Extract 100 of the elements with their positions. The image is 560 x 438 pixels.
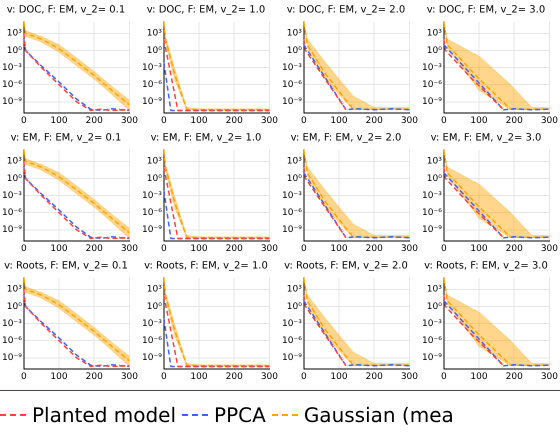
line-series — [444, 44, 550, 111]
y-tick-label: 10⁰ — [6, 174, 22, 184]
y-tick-label: 10⁻³ — [422, 190, 442, 201]
x-tick-label: 100 — [470, 116, 488, 126]
x-tick-label: 200 — [366, 372, 384, 382]
x-tick-label: 200 — [86, 372, 104, 382]
chart-title: v: DOC, F: EM, v_2= 3.0 — [426, 4, 546, 16]
y-tick-label: 10⁻³ — [282, 190, 302, 201]
x-tick-label: 300 — [540, 372, 558, 382]
x-tick-label: 0 — [160, 372, 167, 382]
y-tick-label: 10⁰ — [426, 302, 442, 312]
y-tick-label: 10⁻⁹ — [142, 353, 162, 364]
x-tick-label: 300 — [400, 116, 418, 126]
y-tick-label: 10⁻⁶ — [2, 336, 22, 346]
chart-title: v: EM, F: EM, v_2= 1.0 — [150, 132, 262, 144]
line-series — [444, 38, 504, 111]
legend-label: PPCA — [214, 403, 266, 427]
x-tick-label: 300 — [400, 244, 418, 254]
y-tick-label: 10⁻⁶ — [422, 336, 442, 346]
x-tick-label: 300 — [540, 116, 558, 126]
y-tick-label: 10³ — [6, 156, 22, 167]
x-tick-label: 300 — [260, 116, 278, 126]
line-series — [444, 294, 504, 367]
legend-label: Gaussian (mea — [304, 403, 454, 427]
y-tick-label: 10⁻³ — [142, 318, 162, 329]
y-tick-label: 10⁻³ — [422, 318, 442, 329]
chart-title: v: EM, F: EM, v_2= 2.0 — [290, 132, 402, 144]
y-tick-label: 10³ — [286, 28, 302, 39]
y-tick-label: 10⁻⁶ — [282, 336, 302, 346]
x-tick-label: 0 — [160, 244, 167, 254]
line-series — [444, 300, 550, 367]
x-tick-label: 100 — [50, 244, 68, 254]
y-tick-label: 10⁻⁶ — [142, 208, 162, 218]
y-tick-label: 10⁻⁹ — [142, 97, 162, 108]
legend-label: Planted model — [32, 403, 176, 427]
chart-title: v: EM, F: EM, v_2= 0.1 — [10, 132, 122, 144]
x-tick-label: 100 — [470, 244, 488, 254]
chart-title: v: Roots, F: EM, v_2= 3.0 — [424, 260, 548, 272]
y-tick-label: 10⁻³ — [2, 190, 22, 201]
y-tick-label: 10³ — [6, 284, 22, 295]
y-tick-label: 10⁰ — [6, 302, 22, 312]
line-series — [304, 294, 347, 367]
x-tick-label: 100 — [50, 372, 68, 382]
x-tick-label: 100 — [470, 372, 488, 382]
x-tick-label: 300 — [120, 372, 138, 382]
y-tick-label: 10⁻⁹ — [142, 225, 162, 236]
x-tick-label: 0 — [20, 116, 27, 126]
x-tick-label: 0 — [160, 116, 167, 126]
y-tick-label: 10⁻⁹ — [422, 97, 442, 108]
chart-title: v: Roots, F: EM, v_2= 2.0 — [284, 260, 408, 272]
x-tick-label: 300 — [120, 244, 138, 254]
y-tick-label: 10⁰ — [146, 46, 162, 56]
y-tick-label: 10⁰ — [426, 46, 442, 56]
line-series — [444, 166, 504, 239]
y-tick-label: 10³ — [286, 284, 302, 295]
x-tick-label: 100 — [190, 372, 208, 382]
line-series — [444, 172, 550, 239]
x-tick-label: 100 — [330, 244, 348, 254]
x-tick-label: 200 — [86, 244, 104, 254]
y-tick-label: 10³ — [146, 156, 162, 167]
chart-title: v: EM, F: EM, v_2= 3.0 — [430, 132, 542, 144]
y-tick-label: 10⁻³ — [2, 318, 22, 329]
x-tick-label: 200 — [506, 372, 524, 382]
y-tick-label: 10⁻³ — [282, 318, 302, 329]
x-tick-label: 300 — [540, 244, 558, 254]
x-tick-label: 300 — [120, 116, 138, 126]
y-tick-label: 10⁻⁹ — [422, 225, 442, 236]
x-tick-label: 0 — [300, 372, 307, 382]
x-tick-label: 200 — [226, 372, 244, 382]
y-tick-label: 10⁰ — [6, 46, 22, 56]
y-tick-label: 10⁻⁶ — [422, 80, 442, 90]
y-tick-label: 10⁻⁶ — [142, 80, 162, 90]
x-tick-label: 0 — [440, 116, 447, 126]
x-tick-label: 200 — [226, 244, 244, 254]
x-tick-label: 300 — [260, 372, 278, 382]
y-tick-label: 10⁰ — [146, 302, 162, 312]
y-tick-label: 10³ — [146, 28, 162, 39]
chart-title: v: Roots, F: EM, v_2= 0.1 — [4, 260, 128, 272]
y-tick-label: 10⁻⁹ — [2, 225, 22, 236]
y-tick-label: 10⁻⁶ — [142, 336, 162, 346]
x-tick-label: 200 — [506, 244, 524, 254]
chart-title: v: DOC, F: EM, v_2= 0.1 — [6, 4, 126, 16]
x-tick-label: 300 — [400, 372, 418, 382]
chart-title: v: DOC, F: EM, v_2= 1.0 — [146, 4, 266, 16]
x-tick-label: 0 — [20, 244, 27, 254]
x-tick-label: 0 — [440, 372, 447, 382]
y-tick-label: 10⁻⁶ — [422, 208, 442, 218]
x-tick-label: 300 — [260, 244, 278, 254]
x-tick-label: 100 — [330, 116, 348, 126]
y-tick-label: 10⁰ — [286, 302, 302, 312]
y-tick-label: 10⁻³ — [142, 190, 162, 201]
y-tick-label: 10⁻⁹ — [422, 353, 442, 364]
y-tick-label: 10⁻³ — [142, 62, 162, 73]
y-tick-label: 10⁻³ — [422, 62, 442, 73]
y-tick-label: 10⁻⁶ — [2, 80, 22, 90]
y-tick-label: 10⁻³ — [2, 62, 22, 73]
y-tick-label: 10⁻⁹ — [2, 97, 22, 108]
y-tick-label: 10⁻⁹ — [282, 97, 302, 108]
y-tick-label: 10⁻⁶ — [282, 208, 302, 218]
y-tick-label: 10⁻⁶ — [2, 208, 22, 218]
